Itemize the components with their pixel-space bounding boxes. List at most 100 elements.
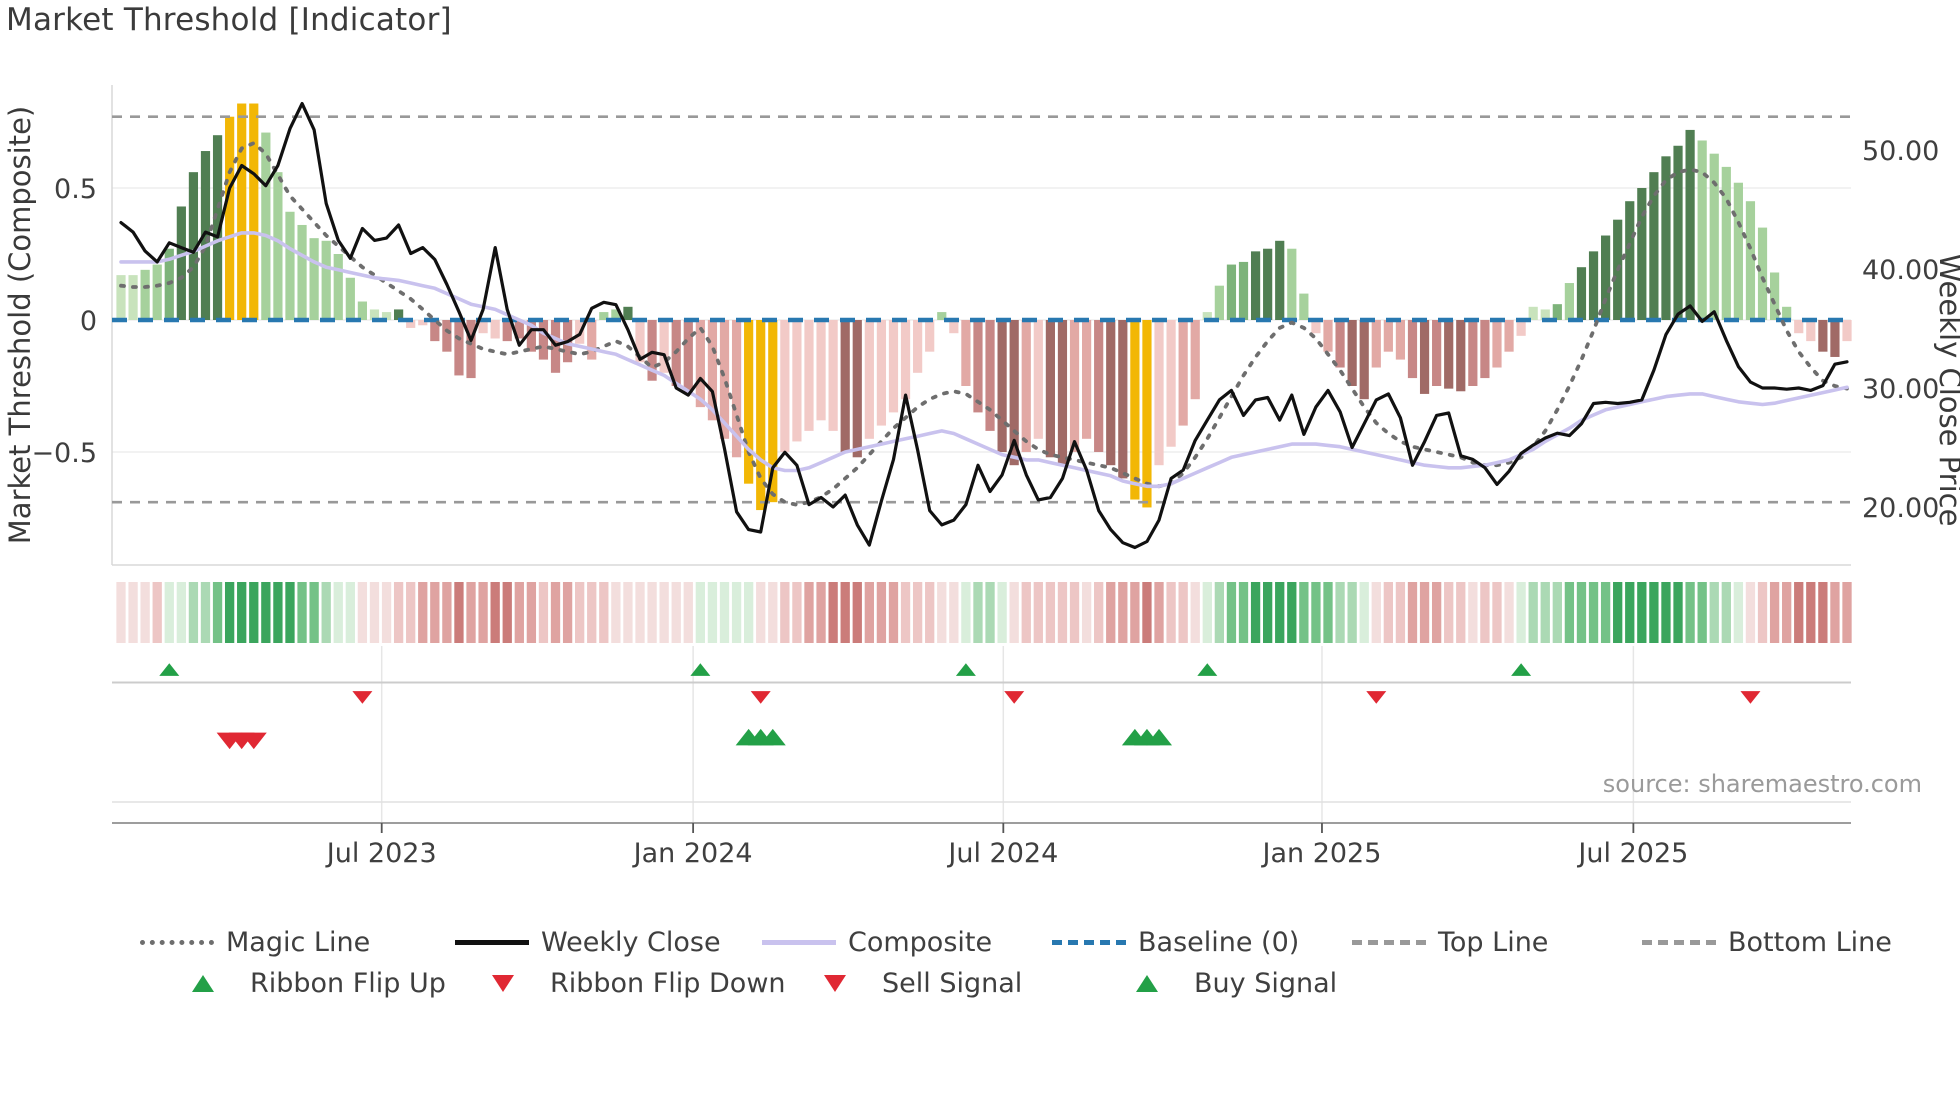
ribbon-flip-up-marker xyxy=(955,663,976,676)
ribbon-cell xyxy=(140,582,150,643)
composite-bar xyxy=(683,320,693,394)
composite-bar xyxy=(1094,320,1104,452)
magic-line-swatch-icon xyxy=(140,939,214,945)
ribbon-cell xyxy=(1600,582,1611,643)
composite-bar xyxy=(816,320,826,421)
signal-markers-layer xyxy=(159,663,1761,750)
composite-bar xyxy=(1697,140,1707,320)
ribbon-cell xyxy=(756,582,766,643)
right-tick-label: 30.00 xyxy=(1862,374,1939,405)
composite-bar xyxy=(430,320,440,342)
composite-bar xyxy=(1733,182,1743,320)
ribbon-cell xyxy=(1371,582,1381,643)
composite-bar xyxy=(719,320,730,439)
composite-bar xyxy=(707,320,718,421)
ribbon-cell xyxy=(418,582,428,643)
legend-item-sell-signal: Sell Signal xyxy=(800,966,1022,1000)
composite-bar xyxy=(442,320,452,352)
ribbon-cell xyxy=(442,582,452,643)
ribbon-cell xyxy=(514,582,524,643)
ribbon-cell xyxy=(1468,582,1478,643)
ribbon-flip-up-marker xyxy=(1197,663,1218,676)
right-tick-label: 20.00 xyxy=(1862,493,1939,524)
composite-bar xyxy=(297,224,307,320)
left-tick-label: −0.5 xyxy=(31,438,97,469)
ribbon-cell xyxy=(1564,582,1575,643)
x-tick-label: Jan 2025 xyxy=(1261,838,1382,869)
bottom-line-swatch-icon xyxy=(1642,939,1716,945)
ribbon-cell xyxy=(1504,582,1514,643)
composite-bar xyxy=(1540,309,1550,320)
weekly-close-swatch-icon xyxy=(455,939,529,945)
composite-bar xyxy=(285,211,295,320)
ribbon-flip-up-icon xyxy=(192,974,214,992)
source-credit: source: sharemaestro.com xyxy=(1602,770,1922,798)
composite-bar xyxy=(1202,312,1212,320)
composite-bar xyxy=(478,320,488,334)
composite-bar xyxy=(454,320,464,376)
legend-item-bottom-line: Bottom Line xyxy=(1642,925,1892,959)
ribbon-cell xyxy=(212,582,223,643)
right-axis-title: Weekly Close Price xyxy=(1933,254,1960,527)
ribbon-cell xyxy=(635,582,645,643)
ribbon-cell xyxy=(816,582,826,643)
composite-bar xyxy=(1275,240,1285,320)
ribbon-cell xyxy=(562,582,573,643)
composite-bar xyxy=(695,320,705,408)
composite-bar xyxy=(1709,153,1719,320)
ribbon-cell xyxy=(200,582,211,643)
ribbon-cell xyxy=(261,582,271,643)
ribbon-cell xyxy=(1178,582,1188,643)
legend-label: Baseline (0) xyxy=(1138,926,1300,958)
ribbon-cell xyxy=(949,582,959,643)
magic-line xyxy=(119,141,1849,507)
composite-bar xyxy=(394,309,404,320)
ribbon-cell xyxy=(345,582,355,643)
ribbon-cell xyxy=(502,582,512,643)
ribbon-cell xyxy=(719,582,730,643)
composite-bar xyxy=(200,151,211,320)
ribbon-cell xyxy=(1021,582,1031,643)
composite-bar xyxy=(1842,320,1852,342)
ribbon-cell xyxy=(925,582,935,643)
composite-bar xyxy=(526,320,536,352)
ribbon-cell xyxy=(309,582,319,643)
ribbon-cell xyxy=(1214,582,1225,643)
ribbon-cell xyxy=(973,582,983,643)
ribbon-cell xyxy=(454,582,464,643)
ribbon-flip-up-marker xyxy=(690,663,711,676)
composite-bar xyxy=(1082,320,1092,439)
composite-bar xyxy=(1009,320,1019,466)
composite-bar xyxy=(1625,201,1635,320)
ribbon-cell xyxy=(1009,582,1019,643)
page-title: Market Threshold [Indicator] xyxy=(6,2,452,38)
composite-bar xyxy=(961,320,971,386)
ribbon-cell xyxy=(1383,582,1393,643)
ribbon-cell xyxy=(152,582,162,643)
ribbon-flip-down-marker xyxy=(750,691,771,704)
ribbon-cell xyxy=(852,582,862,643)
ribbon-cell xyxy=(273,582,283,643)
ribbon-cell xyxy=(1637,582,1647,643)
ribbon-cell xyxy=(587,582,597,643)
composite-bar xyxy=(1830,320,1840,357)
composite-bar xyxy=(659,320,669,373)
ribbon-cell xyxy=(1552,582,1562,643)
composite-bar xyxy=(599,312,609,320)
buy-signal-marker xyxy=(759,728,786,746)
ribbon-cell xyxy=(1094,582,1104,643)
ribbon-cell xyxy=(1661,582,1671,643)
ribbon-cell xyxy=(1287,582,1297,643)
ribbon-cell xyxy=(128,582,138,643)
ribbon-cell xyxy=(1613,582,1623,643)
left-tick-label: 0 xyxy=(80,306,97,337)
legend-item-top-line: Top Line xyxy=(1352,925,1548,959)
composite-bar xyxy=(1371,320,1381,368)
reference-lines-layer xyxy=(112,115,1851,504)
composite-bar xyxy=(1661,156,1671,320)
composite-bar xyxy=(804,320,814,431)
composite-bar xyxy=(466,320,476,379)
ribbon-cell xyxy=(1794,582,1804,643)
ribbon-cell xyxy=(490,582,500,643)
legend-label: Sell Signal xyxy=(882,967,1023,999)
